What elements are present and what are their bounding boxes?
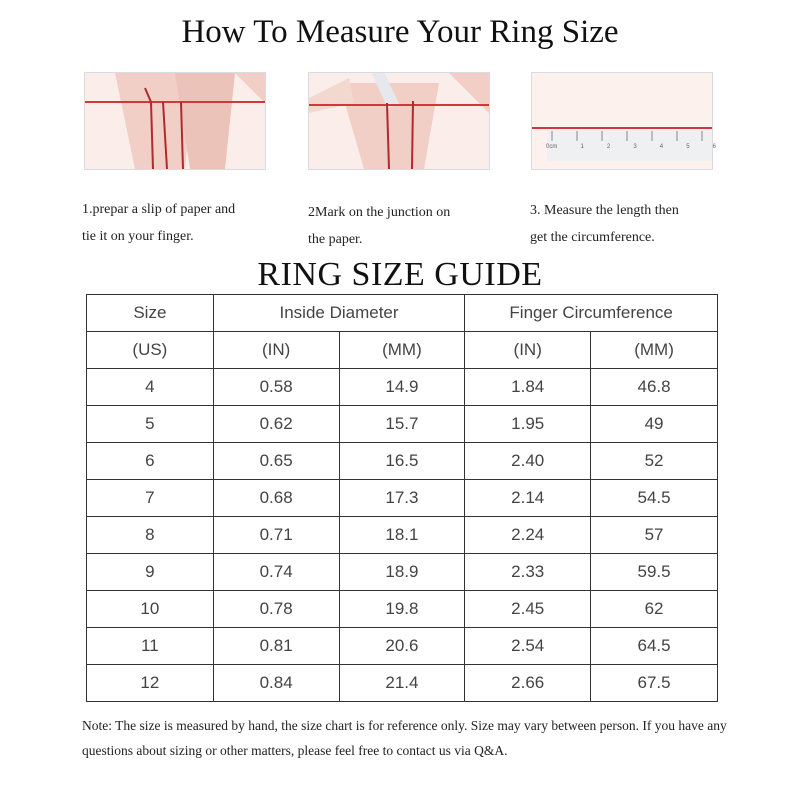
page-title: How To Measure Your Ring Size [181,14,619,50]
ruler-label: 1 [580,144,584,150]
table-cell: 1.84 [464,368,592,406]
table-cell: 0.62 [212,405,340,443]
table-cell: 10 [86,590,214,628]
ruler-label: 0cm [546,144,558,150]
finger-mark-illustration [309,73,489,169]
ruler-label: 5 [686,144,690,150]
table-cell: 0.65 [212,442,340,480]
table-cell: 9 [86,553,214,591]
ruler-label: 2 [606,144,611,150]
table-cell: 2.54 [464,627,592,665]
table-cell: 2.40 [464,442,592,480]
caption-line: get the circumference. [530,230,655,245]
unit-cell: (US) [86,331,214,369]
caption-line: the paper. [308,232,363,247]
table-row: 9 0.74 18.9 2.33 59.5 [86,553,718,591]
step1-image [84,72,266,170]
table-cell: 1.95 [464,405,592,443]
table-cell: 59.5 [590,553,718,591]
table-cell: 52 [590,442,718,480]
table-cell: 54.5 [590,479,718,517]
table-cell: 20.6 [338,627,466,665]
unit-cell: (MM) [590,331,718,369]
guide-title: RING SIZE GUIDE [257,256,543,293]
table-cell: 2.24 [464,516,592,554]
table-cell: 0.78 [212,590,340,628]
ring-size-table: Size Inside Diameter Finger Circumferenc… [86,294,718,702]
table-cell: 4 [86,368,214,406]
table-cell: 11 [86,627,214,665]
table-cell: 0.68 [212,479,340,517]
table-cell: 14.9 [338,368,466,406]
table-cell: 6 [86,442,214,480]
table-cell: 7 [86,479,214,517]
table-cell: 18.1 [338,516,466,554]
table-cell: 2.66 [464,664,592,702]
table-cell: 57 [590,516,718,554]
ruler-label: 4 [659,144,664,150]
table-cell: 12 [86,664,214,702]
table-cell: 67.5 [590,664,718,702]
table-cell: 2.45 [464,590,592,628]
table-cell: 2.14 [464,479,592,517]
table-cell: 62 [590,590,718,628]
table-cell: 5 [86,405,214,443]
table-cell: 21.4 [338,664,466,702]
table-cell: 46.8 [590,368,718,406]
table-row: 8 0.71 18.1 2.24 57 [86,516,718,554]
table-cell: 17.3 [338,479,466,517]
disclaimer-note: Note: The size is measured by hand, the … [82,718,727,758]
table-cell: 49 [590,405,718,443]
step3-image [531,72,713,170]
table-header-row: Size Inside Diameter Finger Circumferenc… [86,294,718,332]
step2-caption: 2Mark on the junction on the paper. [308,199,450,253]
table-row: 12 0.84 21.4 2.66 67.5 [86,664,718,702]
table-cell: 0.74 [212,553,340,591]
table-cell: 0.71 [212,516,340,554]
table-cell: 8 [86,516,214,554]
table-cell: 0.81 [212,627,340,665]
table-row: 5 0.62 15.7 1.95 49 [86,405,718,443]
caption-line: 3. Measure the length then [530,203,679,218]
step2-image [308,72,490,170]
table-row: 10 0.78 19.8 2.45 62 [86,590,718,628]
table-cell: 2.33 [464,553,592,591]
table-cell: 64.5 [590,627,718,665]
table-row: 4 0.58 14.9 1.84 46.8 [86,368,718,406]
table-cell: 0.84 [212,664,340,702]
finger-string-illustration [85,73,265,169]
ruler-label: 3 [633,144,637,150]
step1-caption: 1.prepar a slip of paper and tie it on y… [82,196,235,250]
ruler-labels: 0cm 1 2 3 4 5 6 [546,144,716,150]
table-row: 7 0.68 17.3 2.14 54.5 [86,479,718,517]
table-cell: 18.9 [338,553,466,591]
table-row: 6 0.65 16.5 2.40 52 [86,442,718,480]
table-row: 11 0.81 20.6 2.54 64.5 [86,627,718,665]
unit-cell: (IN) [212,331,340,369]
caption-line: 2Mark on the junction on [308,205,451,220]
header-cell: Size [86,294,214,332]
unit-cell: (IN) [464,331,592,369]
step3-caption: 3. Measure the length then get the circu… [530,197,679,251]
header-cell: Inside Diameter [212,294,466,332]
caption-line: 1.prepar a slip of paper and [82,202,236,217]
ruler-illustration [532,127,712,161]
table-cell: 15.7 [338,405,466,443]
ruler-label: 6 [712,144,716,150]
table-cell: 16.5 [338,442,466,480]
table-cell: 0.58 [212,368,340,406]
caption-line: tie it on your finger. [82,229,194,244]
header-cell: Finger Circumference [464,294,718,332]
unit-cell: (MM) [338,331,466,369]
table-cell: 19.8 [338,590,466,628]
table-unit-row: (US) (IN) (MM) (IN) (MM) [86,331,718,369]
